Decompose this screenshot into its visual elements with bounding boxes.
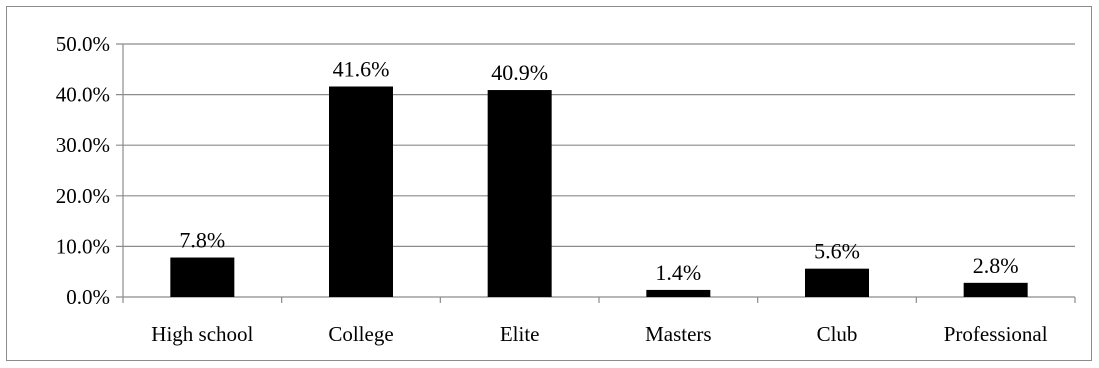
data-label: 5.6% xyxy=(814,239,860,264)
y-tick-label: 10.0% xyxy=(56,234,110,258)
y-tick-label: 20.0% xyxy=(56,184,110,208)
data-label: 2.8% xyxy=(973,253,1019,278)
y-tick-label: 0.0% xyxy=(66,285,110,309)
bar xyxy=(329,86,393,297)
x-tick-label: High school xyxy=(151,322,253,346)
y-tick-label: 30.0% xyxy=(56,133,110,157)
data-labels: 7.8% 41.6% 40.9% 1.4% 5.6% 2.8% xyxy=(179,57,1018,285)
x-tick-label: Professional xyxy=(944,322,1048,346)
x-tick-label: Elite xyxy=(500,322,540,346)
bar xyxy=(805,268,869,297)
data-label: 1.4% xyxy=(655,260,701,285)
y-tick-label: 40.0% xyxy=(56,83,110,107)
y-tick-label: 50.0% xyxy=(56,32,110,56)
y-axis-ticks: 0.0% 10.0% 20.0% 30.0% 40.0% 50.0% xyxy=(56,32,110,309)
x-axis-ticks: High school College Elite Masters Club Profes… xyxy=(151,322,1047,346)
bars xyxy=(170,86,1028,298)
gridlines xyxy=(116,43,1076,303)
bar xyxy=(487,90,552,298)
x-tick-label: Masters xyxy=(645,322,712,346)
data-label: 41.6% xyxy=(333,57,390,82)
bar xyxy=(963,282,1028,297)
bar xyxy=(646,289,711,297)
data-label: 40.9% xyxy=(491,60,548,85)
x-tick-label: Club xyxy=(817,322,858,346)
x-tick-label: College xyxy=(328,322,393,346)
bar xyxy=(170,257,235,297)
data-label: 7.8% xyxy=(179,228,225,253)
